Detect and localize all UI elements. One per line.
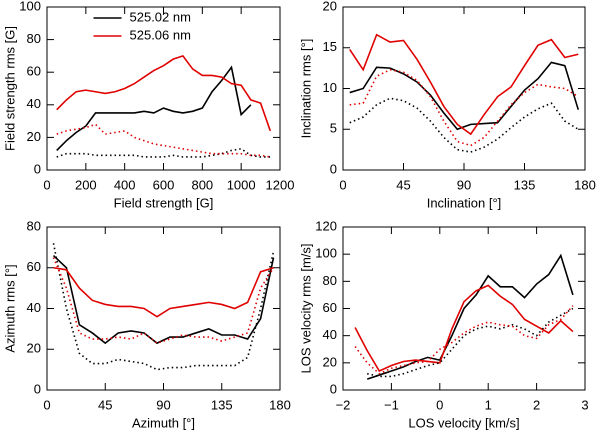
plot-frame — [342, 6, 586, 171]
x-tick-label: 45 — [396, 177, 410, 192]
series-line — [52, 254, 275, 345]
y-tick-label: 0 — [330, 381, 337, 396]
x-tick-label: 1200 — [266, 177, 295, 192]
x-tick-label: 800 — [191, 177, 213, 192]
x-tick-label: 90 — [156, 397, 170, 412]
y-tick-label: 0 — [34, 381, 41, 396]
legend-label: 525.06 nm — [130, 27, 191, 42]
plot-frame — [46, 226, 281, 391]
x-axis-label: Inclination [°] — [427, 195, 502, 210]
series-line — [53, 266, 274, 318]
series-line — [56, 147, 271, 158]
y-tick-label: 0 — [330, 161, 337, 176]
series-line — [56, 54, 272, 132]
x-tick-label: 180 — [269, 397, 291, 412]
x-tick-label: 135 — [211, 397, 233, 412]
y-tick-label: 5 — [330, 121, 337, 136]
y-tick-label: 20 — [323, 0, 337, 13]
series-line — [52, 257, 275, 345]
x-tick-label: 600 — [153, 177, 175, 192]
y-tick-label: 60 — [323, 300, 337, 315]
y-tick-label: 80 — [27, 218, 41, 233]
series-line — [52, 243, 275, 371]
y-tick-label: 20 — [27, 341, 41, 356]
y-tick-label: 20 — [27, 129, 41, 144]
x-tick-label: 1000 — [227, 177, 256, 192]
x-tick-label: 90 — [457, 177, 471, 192]
y-axis-label: Azimuth rms [°] — [2, 264, 17, 352]
x-tick-label: 0 — [339, 177, 346, 192]
series-line — [56, 65, 252, 152]
y-axis-label: LOS velocity rms [m/s] — [298, 243, 313, 373]
x-tick-label: 200 — [75, 177, 97, 192]
x-tick-label: 3 — [581, 397, 588, 412]
series-line — [349, 33, 579, 136]
y-axis-label: Inclination rms [°] — [298, 39, 313, 139]
y-tick-label: 15 — [323, 39, 337, 54]
y-tick-label: 120 — [315, 218, 337, 233]
series-line — [349, 68, 579, 147]
x-tick-label: 45 — [98, 397, 112, 412]
x-tick-label: 180 — [574, 177, 596, 192]
x-axis-label: Azimuth [°] — [132, 415, 195, 430]
y-tick-label: 0 — [34, 161, 41, 176]
x-tick-label: −2 — [336, 397, 351, 412]
series-line — [367, 307, 574, 378]
y-tick-label: 100 — [315, 246, 337, 261]
x-tick-label: 2 — [533, 397, 540, 412]
x-tick-label: 135 — [514, 177, 536, 192]
y-tick-label: 40 — [27, 96, 41, 111]
y-axis-label: Field strength rms [G] — [2, 26, 17, 151]
y-tick-label: 60 — [27, 64, 41, 79]
series-line — [349, 97, 579, 153]
y-tick-label: 80 — [323, 273, 337, 288]
x-tick-label: 400 — [114, 177, 136, 192]
series-line — [354, 284, 574, 373]
y-tick-label: 40 — [27, 300, 41, 315]
x-axis-label: Field strength [G] — [114, 195, 214, 210]
y-tick-label: 100 — [19, 0, 41, 13]
x-tick-label: 0 — [43, 177, 50, 192]
series-line — [56, 123, 271, 158]
y-tick-label: 20 — [323, 354, 337, 369]
y-tick-label: 80 — [27, 31, 41, 46]
x-tick-label: 0 — [43, 397, 50, 412]
y-tick-label: 60 — [27, 259, 41, 274]
series-line — [349, 61, 580, 131]
y-tick-label: 40 — [323, 327, 337, 342]
x-tick-label: 0 — [436, 397, 443, 412]
x-tick-label: 1 — [485, 397, 492, 412]
legend-label: 525.02 nm — [130, 9, 191, 24]
y-tick-label: 10 — [323, 80, 337, 95]
series-line — [366, 253, 574, 380]
x-axis-label: LOS velocity [km/s] — [408, 415, 519, 430]
series-line — [354, 305, 574, 375]
x-tick-label: −1 — [384, 397, 399, 412]
